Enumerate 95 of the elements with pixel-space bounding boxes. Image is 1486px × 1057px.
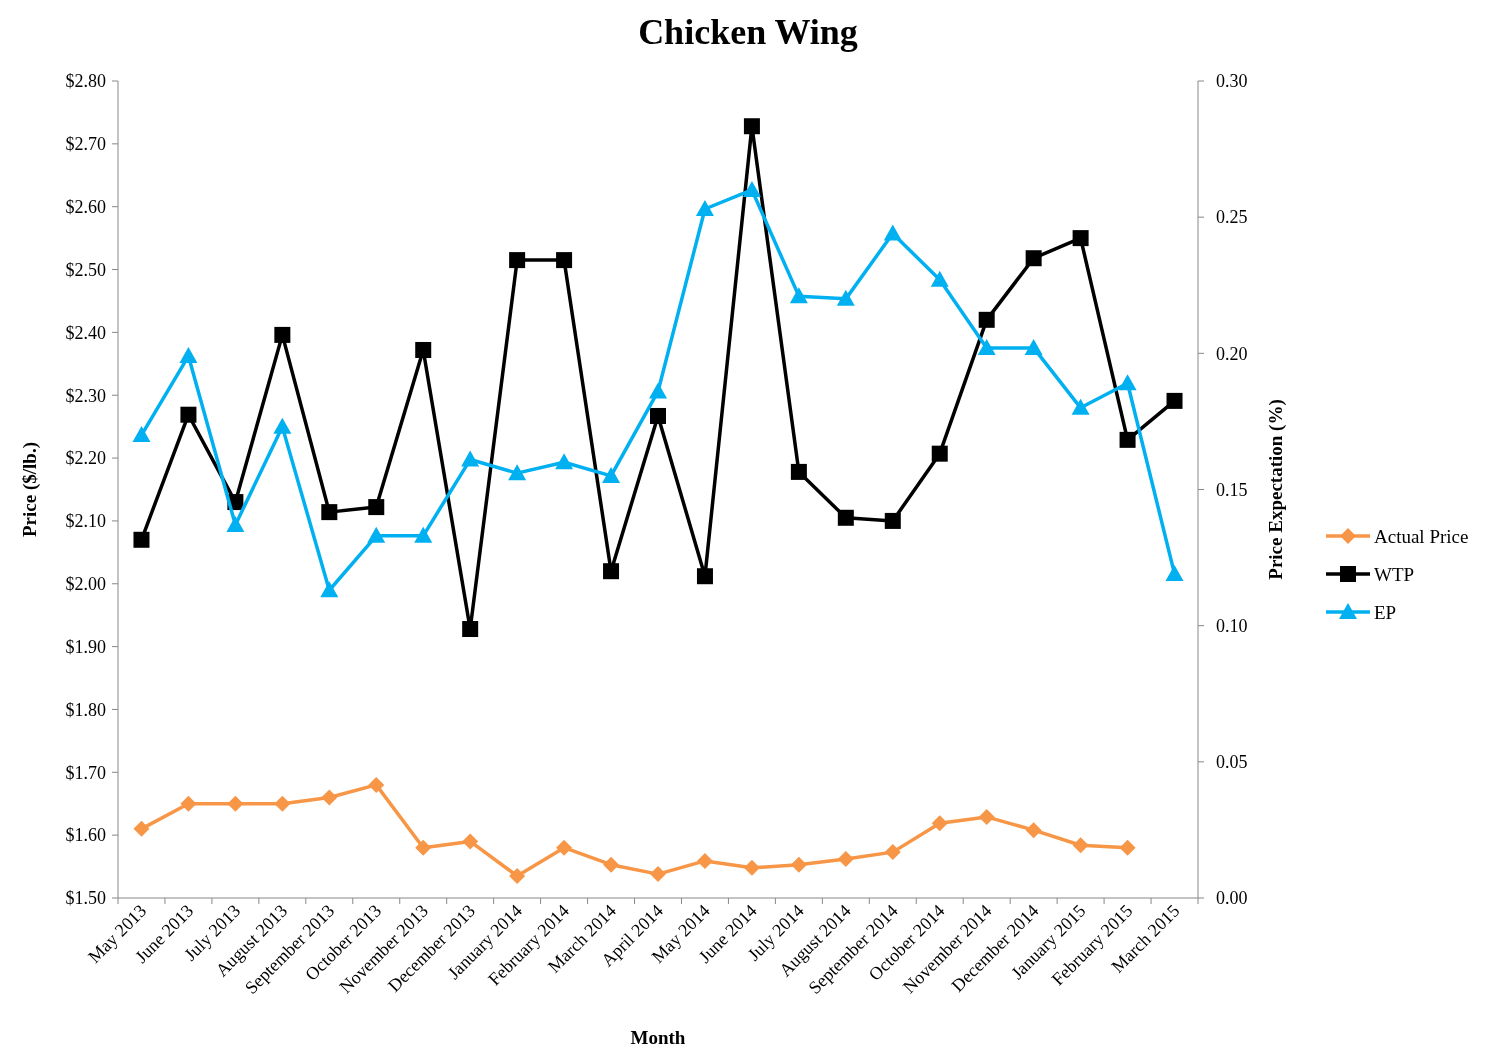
chart-title: Chicken Wing <box>638 12 858 52</box>
y-tick-label: $2.30 <box>65 385 106 406</box>
point <box>509 868 526 884</box>
y2-tick-label: 0.10 <box>1216 615 1248 636</box>
point <box>883 224 902 241</box>
point <box>978 808 995 825</box>
y-tick-label: $2.50 <box>65 259 106 280</box>
point <box>603 563 620 580</box>
point <box>556 839 573 856</box>
point <box>461 450 480 467</box>
point <box>1118 374 1137 391</box>
point <box>649 382 667 399</box>
point <box>695 200 714 216</box>
point <box>133 531 150 548</box>
point <box>508 464 527 481</box>
point <box>321 504 338 521</box>
point <box>321 789 338 806</box>
point <box>743 118 760 135</box>
point <box>226 515 245 532</box>
point <box>273 417 292 434</box>
y2-tick-label: 0.15 <box>1216 479 1248 500</box>
point <box>1119 839 1136 856</box>
y2-tick-label: 0.05 <box>1216 752 1248 773</box>
point <box>1072 837 1089 854</box>
point <box>931 815 948 832</box>
point <box>555 453 574 470</box>
y-tick-label: $2.70 <box>65 134 106 155</box>
y2-tick-label: 0.30 <box>1216 71 1248 92</box>
point <box>837 509 854 526</box>
point <box>1025 250 1042 267</box>
legend-label: EP <box>1374 601 1397 623</box>
point <box>1165 564 1184 581</box>
y-tick-label: $2.60 <box>65 196 106 217</box>
point <box>1024 338 1043 355</box>
point <box>180 406 197 423</box>
y2-tick-label: 0.20 <box>1216 343 1248 364</box>
point <box>977 338 996 355</box>
point <box>133 820 150 837</box>
point <box>696 568 713 585</box>
point <box>368 499 385 516</box>
point <box>650 866 666 883</box>
point <box>650 407 666 424</box>
point <box>462 621 479 638</box>
point <box>742 180 761 197</box>
point <box>227 795 244 812</box>
point <box>274 795 291 812</box>
y-tick-label: $1.70 <box>65 762 106 783</box>
point <box>415 839 432 856</box>
y2-axis-title: Price Expectation (%) <box>1265 399 1287 580</box>
x-axis-title: Month <box>630 1027 686 1048</box>
point <box>603 856 620 873</box>
point <box>602 466 621 483</box>
point <box>1166 392 1183 409</box>
point <box>930 270 949 287</box>
point <box>789 287 808 304</box>
point <box>368 776 385 793</box>
point <box>414 526 433 543</box>
legend-label: Actual Price <box>1374 525 1469 547</box>
point <box>415 341 432 358</box>
point <box>180 795 197 812</box>
y-tick-label: $2.00 <box>65 574 106 595</box>
y-tick-label: $1.80 <box>65 699 106 720</box>
point <box>884 512 901 529</box>
y-axis-title: Price ($/lb.) <box>19 442 41 537</box>
y-tick-label: $1.50 <box>65 888 106 909</box>
point <box>1119 431 1136 448</box>
y-tick-label: $1.90 <box>65 636 106 657</box>
point <box>836 289 855 306</box>
point <box>462 833 479 850</box>
point <box>696 852 713 869</box>
point <box>367 526 386 543</box>
y-tick-label: $2.20 <box>65 448 106 469</box>
point <box>179 347 198 364</box>
y-tick-label: $2.10 <box>65 511 106 532</box>
point <box>884 844 901 861</box>
point <box>132 426 151 443</box>
y-tick-label: $1.60 <box>65 825 106 846</box>
point <box>931 445 948 462</box>
point <box>509 252 526 269</box>
point <box>1071 398 1090 415</box>
y2-tick-label: 0.25 <box>1216 207 1248 228</box>
point <box>320 581 339 598</box>
point <box>837 851 854 868</box>
point <box>556 252 573 269</box>
y-tick-label: $2.80 <box>65 71 106 92</box>
point <box>1025 822 1042 839</box>
y2-tick-label: 0.00 <box>1216 888 1248 909</box>
y-tick-label: $2.40 <box>65 322 106 343</box>
point <box>1072 230 1089 247</box>
point <box>790 463 807 480</box>
point <box>978 311 995 328</box>
point <box>743 859 760 876</box>
point <box>790 856 807 873</box>
legend-label: WTP <box>1374 563 1415 585</box>
point <box>274 326 291 343</box>
